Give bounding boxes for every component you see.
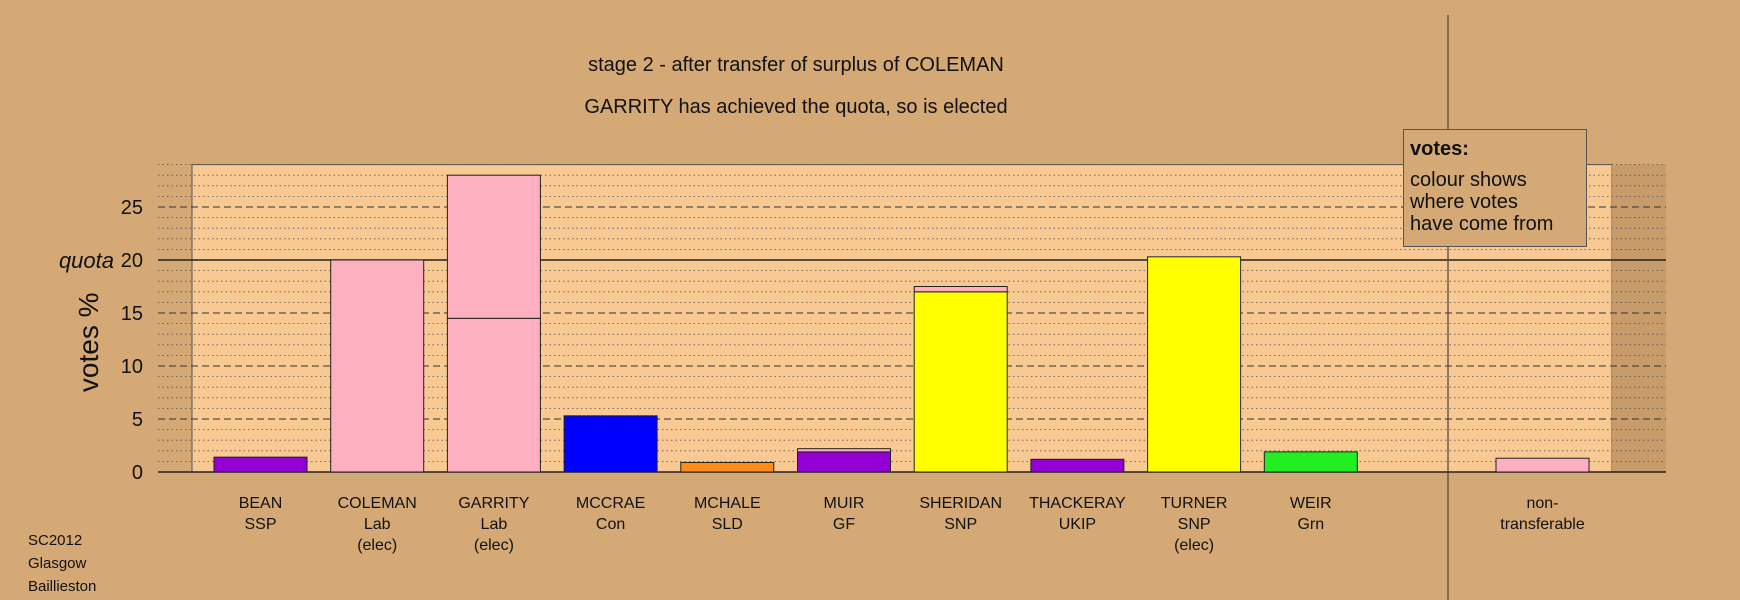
candidate-thackeray-label-line-1: THACKERAY bbox=[1029, 495, 1126, 512]
corner-label-1: SC2012 bbox=[28, 532, 83, 549]
candidate-thackeray-label-line-2: UKIP bbox=[1059, 516, 1096, 533]
candidate-turner-label-line-1: TURNER bbox=[1161, 495, 1228, 512]
candidate-turner-label-line-3: (elec) bbox=[1174, 537, 1214, 554]
bar-mchale-segment-1 bbox=[680, 461, 775, 473]
y-tick-label: 20 bbox=[121, 250, 143, 272]
bar-garrity-segment-1 bbox=[446, 317, 541, 473]
quota-label: quota bbox=[59, 248, 114, 273]
bar-bean-segment-1 bbox=[213, 456, 308, 473]
y-tick-label: 0 bbox=[132, 462, 143, 484]
candidate-weir-label-line-1: WEIR bbox=[1290, 495, 1332, 512]
y-tick-label: 25 bbox=[121, 197, 143, 219]
bar-muir-segment-1 bbox=[797, 451, 891, 473]
y-tick-label: 5 bbox=[132, 409, 143, 431]
candidate-garrity-label-line-3: (elec) bbox=[474, 537, 514, 554]
candidate-sheridan-label-line-1: SHERIDAN bbox=[919, 495, 1002, 512]
bar-mccrae-segment-1 bbox=[563, 415, 658, 473]
nontransferable-label-line-1: non- bbox=[1526, 495, 1558, 512]
candidate-coleman-label-line-3: (elec) bbox=[357, 537, 397, 554]
bar-coleman-segment-1 bbox=[330, 259, 425, 473]
corner-label-3: Baillieston bbox=[28, 578, 97, 595]
plot-area bbox=[191, 164, 1613, 473]
y-tick-label: 10 bbox=[121, 356, 143, 378]
candidate-muir-label-line-1: MUIR bbox=[824, 495, 865, 512]
bar-turner-segment-1 bbox=[1147, 256, 1242, 473]
y-tick-label: 15 bbox=[121, 303, 143, 325]
legend-box: votes: colour shows where votes have com… bbox=[1403, 129, 1587, 247]
candidate-mchale-label-line-2: SLD bbox=[712, 516, 743, 533]
candidate-mchale-label-line-1: MCHALE bbox=[694, 495, 761, 512]
legend-body: colour shows where votes have come from bbox=[1410, 169, 1554, 235]
candidate-turner-label-line-2: SNP bbox=[1178, 516, 1211, 533]
bar-muir-segment-2 bbox=[797, 448, 891, 453]
bar-nontransferable-segment-1 bbox=[1495, 457, 1590, 473]
candidate-coleman-label-line-1: COLEMAN bbox=[338, 495, 417, 512]
plot-right-shade bbox=[1612, 164, 1666, 472]
candidate-bean-label-line-1: BEAN bbox=[239, 495, 283, 512]
chart-title-line-2: GARRITY has achieved the quota, so is el… bbox=[584, 96, 1008, 118]
candidate-bean-label-line-2: SSP bbox=[244, 516, 276, 533]
bar-sheridan-segment-2 bbox=[913, 286, 1008, 293]
candidate-garrity-label-line-1: GARRITY bbox=[458, 495, 529, 512]
candidate-weir-label-line-2: Grn bbox=[1297, 516, 1324, 533]
candidate-muir-label-line-2: GF bbox=[833, 516, 855, 533]
candidate-mccrae-label-line-2: Con bbox=[596, 516, 625, 533]
legend-title: votes: bbox=[1410, 138, 1469, 160]
bar-thackeray-segment-1 bbox=[1030, 458, 1125, 473]
candidate-coleman-label-line-2: Lab bbox=[364, 516, 391, 533]
candidate-mccrae-label-line-1: MCCRAE bbox=[576, 495, 645, 512]
y-axis-label: votes % bbox=[73, 292, 104, 392]
bar-sheridan-segment-1 bbox=[913, 291, 1008, 473]
nontransferable-label-line-2: transferable bbox=[1500, 516, 1585, 533]
bar-garrity-segment-2 bbox=[446, 174, 541, 319]
candidate-garrity-label-line-2: Lab bbox=[481, 516, 508, 533]
bar-weir-segment-1 bbox=[1263, 451, 1358, 473]
chart-title-line-1: stage 2 - after transfer of surplus of C… bbox=[588, 54, 1004, 76]
candidate-sheridan-label-line-2: SNP bbox=[944, 516, 977, 533]
corner-label-2: Glasgow bbox=[28, 555, 87, 572]
